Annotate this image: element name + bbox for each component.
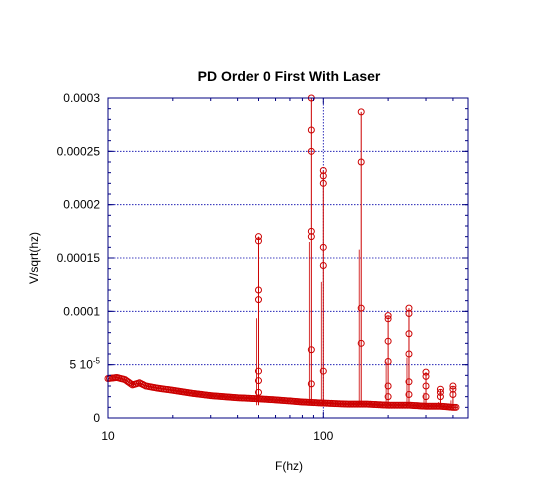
peak-point bbox=[384, 357, 392, 365]
peak-point bbox=[307, 227, 315, 235]
peak-point bbox=[254, 367, 262, 375]
peak-point bbox=[307, 380, 315, 388]
peak-point bbox=[307, 147, 315, 155]
tick-labels: 0 5 10-5 0.0001 0.00015 0.0002 0.00025 0.0003 1… bbox=[57, 91, 334, 443]
peak-point bbox=[319, 367, 327, 375]
x-tick-label: 10 bbox=[101, 429, 115, 443]
peak-point bbox=[436, 388, 444, 396]
peak-point bbox=[436, 385, 444, 393]
x-axis-label: F(hz) bbox=[275, 459, 303, 473]
peak-point bbox=[319, 167, 327, 175]
peak-point bbox=[449, 391, 457, 399]
peak-point bbox=[319, 179, 327, 187]
peak-point bbox=[357, 108, 365, 116]
peak-point bbox=[254, 286, 262, 294]
x-tick-label: 100 bbox=[313, 429, 333, 443]
peak-point bbox=[436, 393, 444, 401]
peak-point bbox=[422, 372, 430, 380]
y-tick-label: 5 10-5 bbox=[70, 357, 101, 372]
peak-point bbox=[307, 126, 315, 134]
peak-point bbox=[384, 382, 392, 390]
peak-point bbox=[405, 304, 413, 312]
peak-point bbox=[384, 312, 392, 320]
peak-point bbox=[307, 346, 315, 354]
peak-point bbox=[254, 377, 262, 385]
peak-point bbox=[422, 368, 430, 376]
peak-point bbox=[384, 337, 392, 345]
peak-point bbox=[405, 309, 413, 317]
y-tick-label: 0.00015 bbox=[57, 251, 101, 265]
peak-point bbox=[319, 172, 327, 180]
peak-point bbox=[254, 233, 262, 241]
peak-point bbox=[449, 385, 457, 393]
peak-point bbox=[254, 296, 262, 304]
peak-point bbox=[254, 237, 262, 245]
y-tick-label: 0.00025 bbox=[57, 144, 101, 158]
chart-title: PD Order 0 First With Laser bbox=[198, 68, 381, 84]
peak-point bbox=[422, 382, 430, 390]
data-point bbox=[452, 403, 460, 411]
data-series bbox=[104, 94, 460, 411]
peak-point bbox=[307, 233, 315, 241]
y-tick-label: 0 bbox=[93, 411, 100, 425]
peak-point bbox=[405, 330, 413, 338]
peak-point bbox=[405, 378, 413, 386]
grid-lines bbox=[108, 98, 468, 418]
peak-point bbox=[357, 158, 365, 166]
peak-point bbox=[384, 315, 392, 323]
peak-point bbox=[319, 243, 327, 251]
peak-point bbox=[357, 339, 365, 347]
peak-point bbox=[357, 304, 365, 312]
data-point bbox=[127, 380, 135, 388]
peak-point bbox=[449, 382, 457, 390]
peak-point bbox=[405, 391, 413, 399]
y-tick-label: 0.0003 bbox=[63, 91, 100, 105]
y-axis-label: V/sqrt(hz) bbox=[27, 232, 41, 284]
peak-point bbox=[384, 393, 392, 401]
peak-point bbox=[405, 350, 413, 358]
axis-ticks bbox=[107, 97, 468, 419]
y-tick-label: 0.0001 bbox=[63, 304, 100, 318]
peak-point bbox=[254, 388, 262, 396]
peak-point bbox=[422, 393, 430, 401]
peak-point bbox=[319, 261, 327, 269]
y-tick-label: 0.0002 bbox=[63, 198, 100, 212]
